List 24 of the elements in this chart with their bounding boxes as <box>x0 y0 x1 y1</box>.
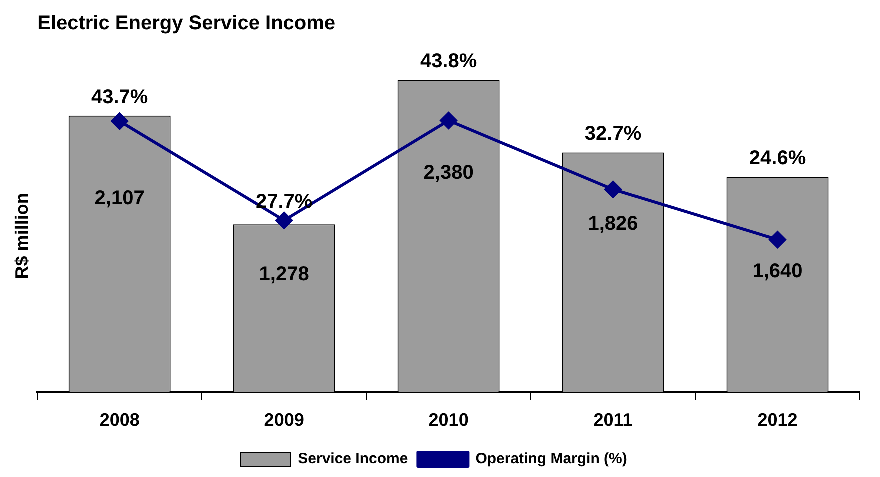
point <box>604 181 622 198</box>
x-tick-label: 2008 <box>100 410 140 430</box>
data-label: 27.7% <box>256 191 313 214</box>
point <box>769 231 786 248</box>
point <box>111 112 128 130</box>
x-tick-label: 2011 <box>594 410 633 430</box>
data-label: 43.8% <box>420 50 478 73</box>
data-label: 1,278 <box>259 263 310 286</box>
x-tick-label: 2009 <box>264 410 304 430</box>
data-label: 32.7% <box>584 123 642 146</box>
data-label: 24.6% <box>749 148 806 170</box>
data-label: 2,107 <box>94 187 145 210</box>
data-label: 43.7% <box>91 86 148 108</box>
x-tick-label: 2012 <box>758 410 798 430</box>
chart-title: Electric Energy Service Income <box>38 12 336 35</box>
data-label: 1,640 <box>752 260 803 282</box>
x-tick-label: 2010 <box>428 410 469 430</box>
y-axis-title: R$ million <box>12 193 32 280</box>
legend-label: Operating Margin (%) <box>476 450 628 468</box>
data-label: 1,826 <box>588 213 638 236</box>
data-label: 2,380 <box>424 162 474 184</box>
legend-label: Service Income <box>298 450 408 468</box>
point <box>440 112 458 130</box>
point <box>276 212 293 230</box>
